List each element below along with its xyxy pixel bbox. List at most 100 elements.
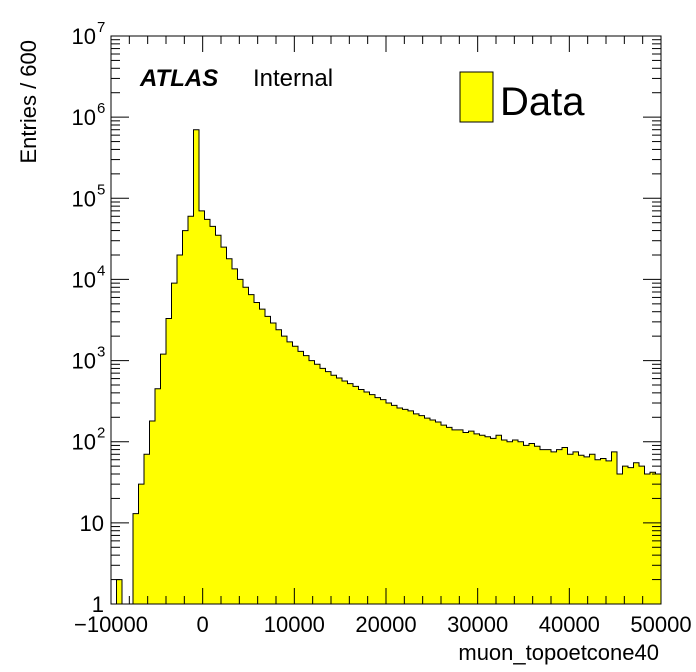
histogram-bar xyxy=(210,226,216,604)
histogram-bar xyxy=(281,336,288,604)
histogram-bar xyxy=(589,454,596,604)
histogram-bar xyxy=(254,302,260,604)
histogram-bar xyxy=(507,441,513,604)
histogram-bar xyxy=(364,391,370,604)
histogram-bar xyxy=(419,415,425,604)
histogram-bar xyxy=(452,429,458,604)
histogram-bar xyxy=(226,258,233,604)
histogram-bar xyxy=(573,451,579,604)
histogram-bar xyxy=(276,329,282,604)
x-tick-label: 20000 xyxy=(355,612,416,637)
histogram-bar xyxy=(578,455,585,604)
y-tick-exponent: 6 xyxy=(97,100,105,117)
histogram-bar xyxy=(457,429,464,604)
y-axis-title: Entries / 600 xyxy=(16,40,41,164)
histogram-bar xyxy=(639,466,645,604)
histogram-bar xyxy=(320,368,326,604)
histogram-bar xyxy=(479,435,486,604)
y-tick-label: 10 xyxy=(72,430,96,455)
histogram-bar xyxy=(182,230,189,605)
histogram-bar xyxy=(199,210,205,604)
histogram-bar xyxy=(512,439,519,604)
legend-swatch xyxy=(459,71,494,123)
histogram-bar xyxy=(259,309,266,604)
histogram-bar xyxy=(177,255,183,604)
histogram-bar xyxy=(138,484,145,604)
histogram-bar xyxy=(435,421,442,604)
histogram-bar xyxy=(155,388,161,604)
histogram-bar xyxy=(166,318,172,604)
histogram-bar xyxy=(655,474,662,604)
y-tick-exponent: 4 xyxy=(97,262,105,279)
histogram-bar xyxy=(325,371,332,604)
histogram-bar xyxy=(221,247,227,604)
histogram-bar xyxy=(331,375,337,604)
y-tick-exponent: 7 xyxy=(97,19,105,36)
x-tick-label: 0 xyxy=(197,612,209,637)
y-tick-label: 10 xyxy=(72,349,96,374)
histogram-bars xyxy=(111,129,662,605)
histogram-bar xyxy=(309,360,315,604)
histogram-bar xyxy=(270,323,277,604)
histogram-bar xyxy=(347,383,354,604)
x-tick-label: −10000 xyxy=(74,612,148,637)
histogram-bar xyxy=(606,460,612,604)
histogram-bar xyxy=(644,474,651,604)
histogram-bar xyxy=(441,425,447,604)
histogram-bar xyxy=(314,364,321,604)
histogram-bar xyxy=(534,446,541,604)
histogram-bar xyxy=(463,432,469,604)
histogram-bar xyxy=(160,354,167,604)
histogram-bar xyxy=(650,472,656,604)
histogram-bar xyxy=(171,283,178,604)
y-tick-label: 1 xyxy=(92,592,104,617)
y-tick-label: 10 xyxy=(72,267,96,292)
histogram-bar xyxy=(600,458,607,604)
histogram-bar xyxy=(397,408,403,604)
histogram-bar xyxy=(342,381,348,604)
histogram-bar xyxy=(358,389,365,604)
x-tick-label: 50000 xyxy=(630,612,691,637)
histogram-bar xyxy=(424,418,431,604)
histogram-bar xyxy=(353,386,359,604)
x-tick-label: 40000 xyxy=(539,612,600,637)
histogram-bar xyxy=(529,443,535,604)
histogram-bar xyxy=(413,413,420,604)
histogram-bar xyxy=(501,439,508,604)
histogram-bar xyxy=(408,410,414,604)
y-tick-exponent: 2 xyxy=(97,425,105,442)
histogram-bar xyxy=(518,441,524,604)
y-tick-label: 10 xyxy=(72,24,96,49)
histogram-bar xyxy=(611,451,618,604)
histogram-bar xyxy=(551,451,557,604)
histogram-bar xyxy=(567,454,574,604)
histogram-bar xyxy=(468,431,475,604)
y-tick-label: 10 xyxy=(72,186,96,211)
x-tick-label: 10000 xyxy=(264,612,325,637)
histogram-bar xyxy=(496,435,502,604)
histogram-bar xyxy=(562,447,568,604)
histogram-bar xyxy=(485,436,491,604)
histogram-bar xyxy=(556,449,563,604)
histogram-bar xyxy=(215,235,222,604)
histogram-bar xyxy=(248,294,255,604)
histogram-bar xyxy=(380,399,387,604)
histogram-bar xyxy=(375,397,381,604)
histogram-bar xyxy=(391,405,398,604)
histogram-bar xyxy=(595,459,601,604)
histogram-bar xyxy=(402,409,409,604)
histogram-bar xyxy=(133,513,139,604)
histogram-bar xyxy=(116,579,123,604)
histogram-bar xyxy=(474,433,480,604)
histogram-bar xyxy=(633,462,640,604)
y-tick-label: 10 xyxy=(72,105,96,130)
y-tick-label: 10 xyxy=(80,511,104,536)
atlas-internal-label: Internal xyxy=(253,65,333,92)
y-tick-exponent: 5 xyxy=(97,181,105,198)
histogram-bar xyxy=(446,427,453,604)
histogram-bar xyxy=(287,341,293,604)
histogram-bar xyxy=(188,216,194,604)
histogram-bar xyxy=(622,466,629,604)
